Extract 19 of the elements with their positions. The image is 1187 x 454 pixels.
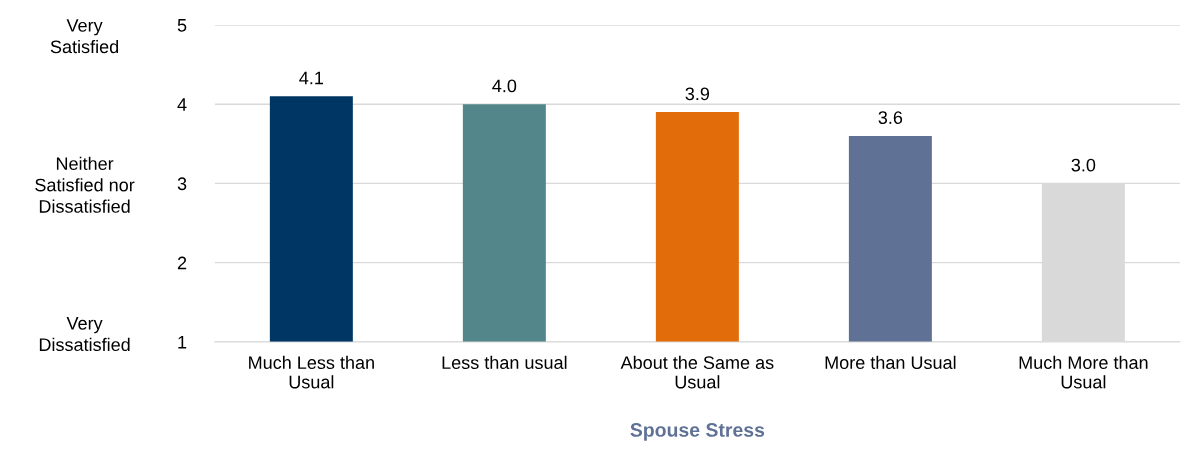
y-tick-label: 2 bbox=[177, 256, 187, 270]
y-tick-label: 4 bbox=[177, 98, 187, 111]
x-tick-label: About the Same as Usual bbox=[620, 355, 774, 389]
data-label: 3.6 bbox=[878, 111, 903, 124]
x-axis-title: Spouse Stress bbox=[630, 423, 765, 441]
x-tick-label: Less than usual bbox=[442, 355, 567, 370]
x-tick-label: Much Less than Usual bbox=[249, 355, 374, 389]
text: Very Satisfied bbox=[50, 19, 119, 54]
x-tick-label: Much More than Usual bbox=[1019, 355, 1148, 389]
data-label: 3.0 bbox=[1071, 158, 1096, 172]
y-tick-label: 5 bbox=[177, 19, 187, 32]
text: Very Dissatisfied bbox=[39, 317, 130, 352]
data-label: 4.1 bbox=[299, 71, 324, 85]
text: Neither Satisfied nor Dissatisfied bbox=[35, 156, 135, 213]
x-tick-label: More than Usual bbox=[825, 355, 956, 370]
y-tick-label: 1 bbox=[178, 335, 187, 349]
data-label: 3.9 bbox=[685, 87, 710, 101]
data-label: 4.0 bbox=[492, 79, 517, 93]
y-tick-label: 3 bbox=[177, 177, 187, 191]
